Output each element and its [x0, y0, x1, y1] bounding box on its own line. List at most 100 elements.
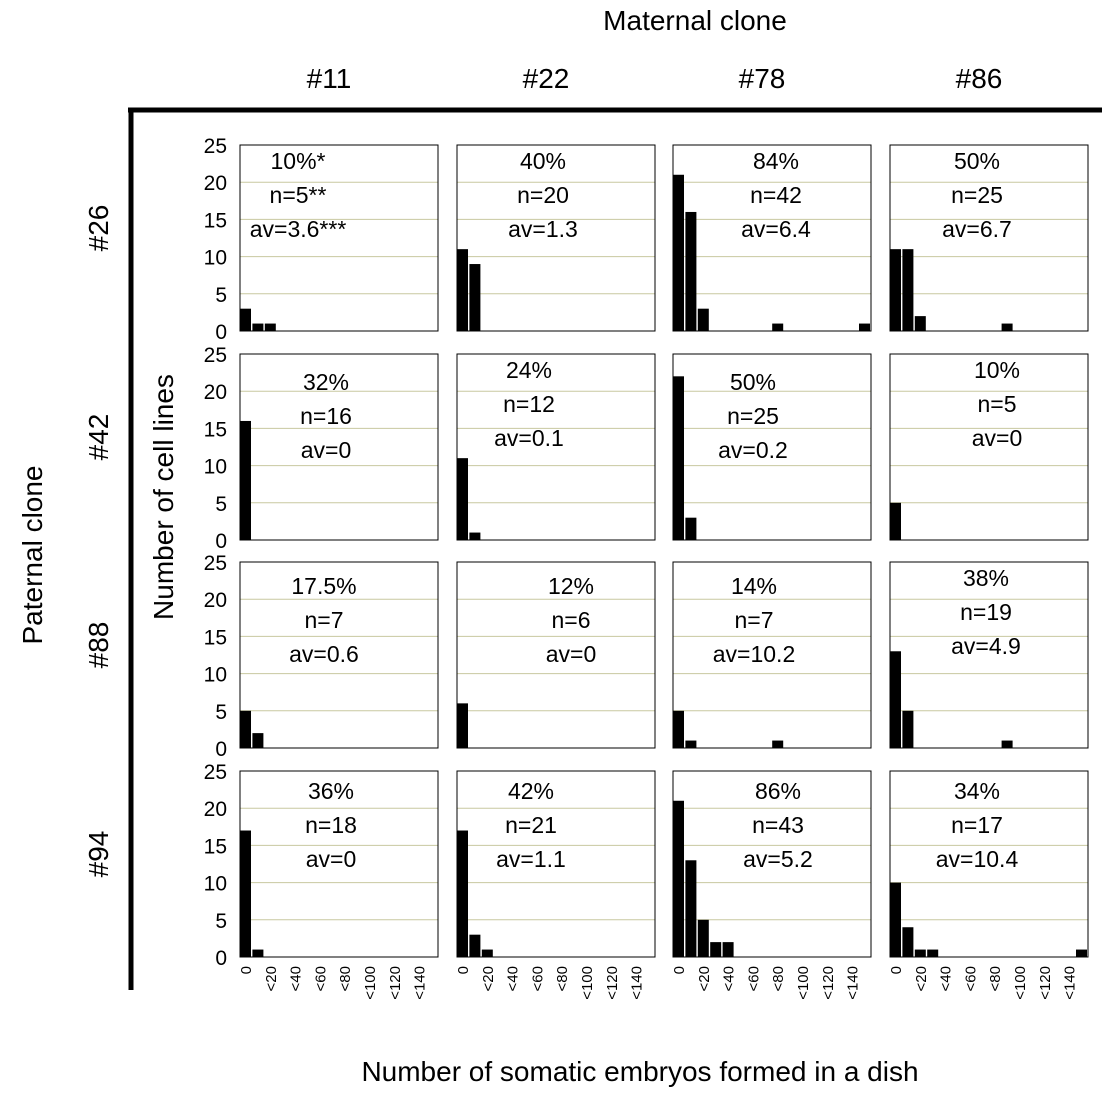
panel-average-label: av=3.6***	[250, 216, 347, 242]
x-tick-label: <60	[745, 966, 762, 991]
panels-layer: 2520151050252015105025201510502520151050…	[204, 135, 1089, 1000]
panel-n-label: n=7	[734, 607, 773, 633]
histogram-bar	[914, 316, 926, 331]
histogram-bar	[457, 703, 468, 748]
histogram-bar	[469, 532, 481, 540]
panel-percent-label: 38%	[963, 565, 1009, 591]
histogram-bar	[240, 308, 251, 331]
panel-percent-label: 32%	[303, 369, 349, 395]
histogram-bar	[457, 830, 468, 957]
panel-percent-label: 10%*	[271, 148, 326, 174]
maternal-clone-label: #11	[307, 63, 352, 94]
histogram-bar	[240, 420, 251, 540]
histogram-bar	[697, 919, 709, 957]
histogram-bar	[1001, 740, 1013, 748]
panel-n-label: n=42	[750, 182, 802, 208]
y-tick-label: 25	[204, 552, 227, 575]
panel-average-label: av=0.1	[494, 425, 564, 451]
y-tick-label: 20	[204, 381, 227, 404]
histogram-bar	[902, 710, 914, 748]
histogram-bar	[927, 949, 939, 957]
panel-n-label: n=25	[951, 182, 1003, 208]
y-tick-label: 15	[204, 835, 227, 858]
paternal-clone-title: Paternal clone	[17, 465, 48, 644]
panel-n-label: n=16	[300, 403, 352, 429]
panel-average-label: av=5.2	[743, 846, 813, 872]
x-tick-label: <40	[938, 966, 955, 991]
x-tick-label: <60	[529, 966, 546, 991]
panel-average-label: av=0.2	[718, 437, 788, 463]
panel-average-label: av=0.6	[289, 641, 359, 667]
y-tick-label: 5	[215, 910, 227, 933]
panel-border	[456, 144, 656, 332]
histogram-bar	[673, 376, 684, 540]
panel-border	[889, 353, 1089, 541]
panel-frame	[889, 144, 1089, 332]
x-tick-label: <40	[505, 966, 522, 991]
panel-n-label: n=25	[727, 403, 779, 429]
histogram-bar	[890, 882, 901, 957]
y-axis-title: Number of cell lines	[148, 374, 179, 620]
histogram-bar	[685, 740, 697, 748]
panel-percent-label: 40%	[520, 148, 566, 174]
histogram-bar	[890, 502, 901, 540]
panel-percent-label: 50%	[730, 369, 776, 395]
x-axis-title: Number of somatic embryos formed in a di…	[361, 1056, 918, 1087]
y-tick-label: 15	[204, 626, 227, 649]
histogram-bar	[264, 323, 276, 331]
panel-percent-label: 42%	[508, 778, 554, 804]
panel-n-label: n=5**	[270, 182, 327, 208]
x-tick-label: <100	[795, 966, 812, 1000]
histogram-bar	[697, 308, 709, 331]
panel-percent-label: 12%	[548, 573, 594, 599]
panel-percent-label: 24%	[506, 357, 552, 383]
histogram-bar	[240, 710, 251, 748]
histogram-bar	[722, 942, 734, 957]
panel-percent-label: 17.5%	[291, 573, 356, 599]
panel-average-label: av=6.4	[741, 216, 811, 242]
x-tick-label: <80	[554, 966, 571, 991]
panel-average-label: av=6.7	[942, 216, 1012, 242]
histogram-bar	[859, 323, 870, 331]
panel-n-label: n=12	[503, 391, 555, 417]
y-tick-label: 5	[215, 284, 227, 307]
panel-average-label: av=0	[301, 437, 352, 463]
x-tick-label: 0	[671, 966, 688, 974]
panel-frame	[672, 353, 872, 541]
panel-frame	[456, 144, 656, 332]
y-tick-label: 15	[204, 209, 227, 232]
panel-border	[889, 770, 1089, 958]
y-tick-label: 0	[215, 530, 227, 553]
y-tick-label: 25	[204, 344, 227, 367]
x-tick-label: <140	[412, 966, 429, 1000]
histogram-bar	[1001, 323, 1013, 331]
histogram-bar	[1076, 949, 1087, 957]
panel-average-label: av=0	[972, 425, 1023, 451]
x-tick-label: <20	[263, 966, 280, 991]
histogram-bar	[772, 740, 784, 748]
paternal-clone-label: #94	[83, 831, 114, 878]
histogram-bar	[481, 949, 493, 957]
x-tick-label: <20	[480, 966, 497, 991]
panel-average-label: av=10.2	[713, 641, 796, 667]
x-tick-label: <20	[696, 966, 713, 991]
y-tick-label: 10	[204, 873, 227, 896]
x-tick-label: <140	[1062, 966, 1079, 1000]
histogram-bar	[902, 249, 914, 331]
panel-border	[889, 144, 1089, 332]
histogram-bar	[890, 249, 901, 331]
panel-average-label: av=1.3	[508, 216, 578, 242]
x-tick-label: <100	[579, 966, 596, 1000]
panel-n-label: n=17	[951, 812, 1003, 838]
histogram-bar	[252, 733, 264, 748]
panel-frame	[456, 770, 656, 958]
histogram-bar	[673, 174, 684, 331]
paternal-clone-label: #42	[83, 414, 114, 461]
histogram-bar	[890, 651, 901, 748]
x-tick-label: <20	[913, 966, 930, 991]
histogram-bar	[914, 949, 926, 957]
panel-border	[239, 561, 439, 749]
y-tick-label: 10	[204, 456, 227, 479]
x-tick-label: <120	[387, 966, 404, 1000]
